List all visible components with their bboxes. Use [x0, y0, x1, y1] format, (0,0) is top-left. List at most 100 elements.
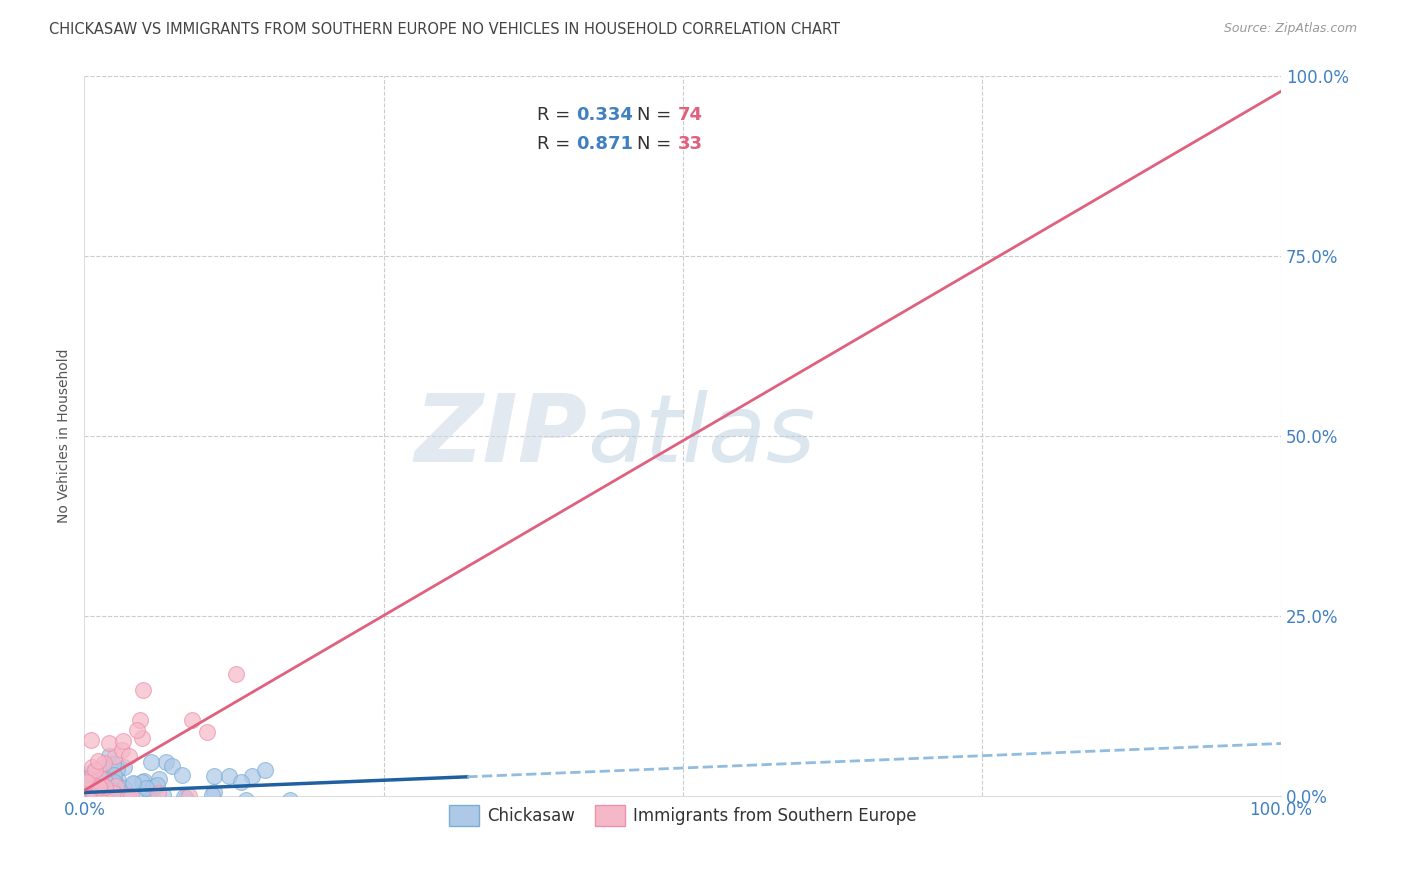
Text: N =: N =	[637, 135, 678, 153]
Point	[172, 767, 194, 781]
Point	[86, 788, 108, 802]
Point	[135, 781, 157, 796]
Point	[107, 762, 129, 776]
Point	[103, 786, 125, 800]
Point	[97, 748, 120, 763]
Point	[77, 787, 100, 801]
Point	[139, 755, 162, 769]
Point	[173, 789, 195, 804]
Point	[84, 789, 107, 804]
Point	[129, 714, 152, 728]
Point	[87, 779, 110, 793]
Point	[103, 784, 125, 798]
Text: R =: R =	[537, 106, 575, 124]
Point	[135, 780, 157, 795]
Point	[79, 793, 101, 807]
Point	[121, 776, 143, 790]
Text: 33: 33	[678, 135, 703, 153]
Point	[240, 768, 263, 782]
Text: atlas: atlas	[586, 391, 815, 482]
Point	[115, 793, 138, 807]
Point	[97, 793, 120, 807]
Text: CHICKASAW VS IMMIGRANTS FROM SOUTHERN EUROPE NO VEHICLES IN HOUSEHOLD CORRELATIO: CHICKASAW VS IMMIGRANTS FROM SOUTHERN EU…	[49, 22, 841, 37]
Point	[76, 787, 98, 801]
Point	[104, 749, 127, 764]
Point	[93, 772, 115, 787]
Point	[84, 764, 107, 778]
Point	[93, 780, 115, 794]
Point	[98, 736, 121, 750]
Point	[152, 788, 174, 802]
Point	[202, 785, 225, 799]
Point	[108, 785, 131, 799]
Point	[77, 789, 100, 803]
Point	[142, 780, 165, 795]
Point	[86, 785, 108, 799]
Point	[125, 723, 148, 737]
Point	[77, 772, 100, 786]
Point	[87, 788, 110, 802]
Point	[75, 771, 97, 785]
Point	[105, 793, 128, 807]
Point	[107, 793, 129, 807]
Point	[122, 777, 145, 791]
Point	[76, 775, 98, 789]
Point	[111, 789, 134, 803]
Point	[75, 792, 97, 806]
Y-axis label: No Vehicles in Household: No Vehicles in Household	[58, 349, 72, 523]
Point	[77, 793, 100, 807]
Point	[155, 755, 177, 769]
Point	[105, 778, 128, 792]
Point	[89, 771, 111, 785]
Point	[138, 793, 160, 807]
Point	[128, 793, 150, 807]
Point	[90, 779, 112, 793]
Point	[112, 790, 135, 805]
Point	[118, 749, 141, 764]
Point	[93, 793, 115, 807]
Point	[225, 667, 247, 681]
Point	[80, 764, 103, 779]
Point	[90, 761, 112, 775]
Text: N =: N =	[637, 106, 678, 124]
Point	[93, 789, 115, 803]
Point	[107, 773, 129, 788]
Point	[131, 775, 153, 789]
Point	[87, 780, 110, 795]
Point	[104, 790, 127, 805]
Point	[120, 789, 142, 803]
Point	[111, 789, 134, 803]
Point	[103, 767, 125, 781]
Text: 74: 74	[678, 106, 703, 124]
Point	[82, 789, 104, 803]
Point	[80, 759, 103, 773]
Point	[112, 759, 135, 773]
Text: 0.871: 0.871	[576, 135, 633, 153]
Point	[91, 780, 114, 794]
Point	[82, 781, 104, 796]
Point	[218, 769, 240, 783]
Point	[278, 793, 301, 807]
Point	[146, 778, 169, 792]
Point	[132, 682, 155, 697]
Point	[98, 793, 121, 807]
Point	[142, 793, 165, 807]
Point	[93, 792, 115, 806]
Point	[98, 793, 121, 807]
Text: Source: ZipAtlas.com: Source: ZipAtlas.com	[1223, 22, 1357, 36]
Point	[115, 793, 138, 807]
Text: ZIP: ZIP	[413, 390, 586, 482]
Text: 0.334: 0.334	[576, 106, 633, 124]
Point	[80, 781, 103, 796]
Point	[87, 754, 110, 768]
Point	[103, 775, 125, 789]
Point	[93, 756, 115, 770]
Point	[229, 774, 252, 789]
Point	[107, 789, 129, 804]
Point	[174, 791, 197, 805]
Point	[160, 759, 183, 773]
Point	[91, 789, 114, 803]
Point	[146, 786, 169, 800]
Point	[80, 733, 103, 747]
Point	[202, 768, 225, 782]
